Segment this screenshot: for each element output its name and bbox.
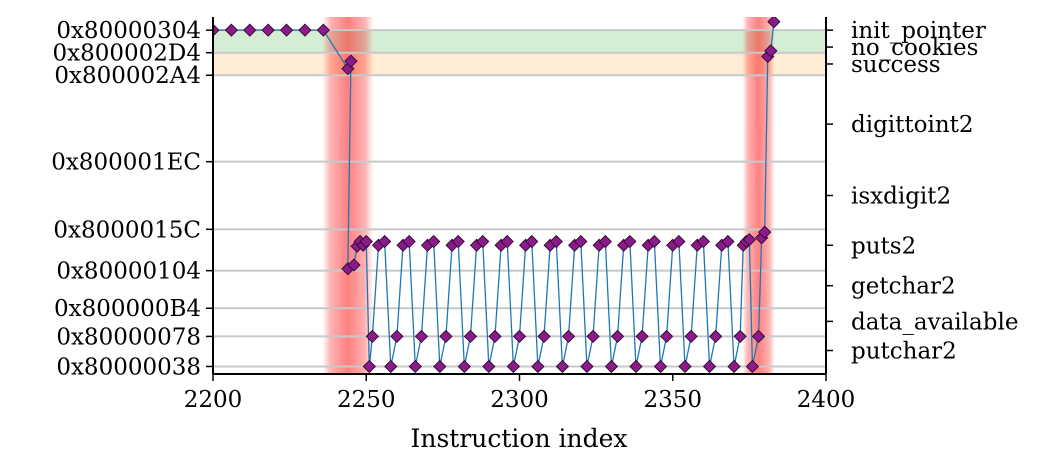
y-tick-label-left: 0x80000078 [56, 324, 201, 350]
data-point-47 [555, 359, 570, 374]
y-tick-label-right: success [851, 52, 941, 78]
data-point-40 [512, 329, 527, 344]
data-point-38 [500, 234, 514, 249]
data-point-28 [439, 329, 453, 344]
y-tick-label-left: 0x800002D4 [53, 41, 201, 67]
data-point-79 [742, 233, 757, 247]
x-tick-label: 2350 [643, 387, 702, 413]
data-point-24 [414, 329, 429, 344]
data-point-0 [213, 23, 220, 37]
y-tick-label-left: 0x80000304 [56, 18, 201, 44]
data-point-3 [261, 23, 275, 37]
data-point-86 [767, 17, 781, 29]
data-point-62 [647, 234, 661, 249]
data-point-42 [525, 234, 539, 249]
highlight-span-1 [743, 17, 774, 374]
data-point-23 [408, 359, 422, 374]
data-point-15 [362, 359, 376, 374]
data-point-4 [279, 23, 294, 37]
data-point-43 [531, 359, 545, 374]
x-tick-label: 2200 [184, 387, 243, 413]
y-tick-label-right: digittoint2 [851, 112, 974, 138]
data-point-56 [610, 329, 625, 344]
data-point-35 [482, 359, 496, 374]
y-tick-label-right: no_cookies [851, 35, 978, 61]
data-point-58 [623, 234, 637, 249]
y-tick-label-right: isxdigit2 [851, 184, 951, 210]
data-point-18 [378, 234, 392, 249]
y-tick-label-right: getchar2 [851, 274, 956, 300]
data-point-2 [243, 23, 257, 37]
data-point-30 [451, 234, 465, 249]
y-tick-label-right: data_available [851, 309, 1018, 335]
y-tick-label-left: 0x800002A4 [54, 63, 201, 89]
data-point-71 [702, 359, 717, 374]
data-point-20 [390, 329, 404, 344]
data-point-72 [709, 329, 723, 344]
data-point-70 [696, 234, 711, 249]
data-point-36 [488, 329, 502, 344]
y-tick-label-left: 0x800000B4 [54, 296, 201, 322]
data-point-80 [745, 359, 760, 374]
data-point-6 [316, 23, 330, 37]
data-point-74 [721, 234, 735, 249]
data-point-16 [365, 329, 380, 344]
data-point-76 [733, 329, 747, 344]
data-point-63 [653, 359, 668, 374]
data-point-8 [344, 54, 358, 68]
data-point-59 [629, 359, 643, 374]
data-point-10 [347, 258, 361, 272]
data-point-39 [506, 359, 521, 374]
data-point-55 [604, 359, 619, 374]
data-point-46 [549, 234, 563, 249]
band-1 [213, 52, 826, 76]
data-point-64 [659, 329, 674, 344]
data-point-85 [764, 44, 778, 58]
data-point-14 [359, 234, 373, 249]
y-tick-label-right: putchar2 [851, 339, 957, 365]
x-axis-title: Instruction index [410, 424, 627, 453]
y-tick-label-left: 0x8000015C [53, 217, 201, 243]
data-point-48 [561, 329, 576, 344]
data-point-54 [598, 234, 612, 249]
data-point-68 [684, 329, 698, 344]
data-point-27 [433, 359, 447, 374]
data-point-32 [463, 329, 478, 344]
y-tick-label-left: 0x800001EC [51, 150, 201, 176]
data-point-75 [727, 359, 741, 374]
data-point-51 [580, 359, 594, 374]
y-tick-label-left: 0x80000104 [56, 259, 201, 285]
highlight-span-0 [323, 17, 373, 374]
series-layer [213, 17, 781, 374]
data-point-60 [635, 329, 649, 344]
data-point-31 [457, 359, 471, 374]
data-point-26 [427, 234, 441, 249]
data-point-83 [758, 225, 772, 239]
x-tick-label: 2250 [337, 387, 396, 413]
data-point-5 [298, 23, 312, 37]
data-point-66 [672, 234, 686, 249]
data-point-34 [476, 234, 490, 249]
y-tick-label-right: puts2 [851, 233, 916, 259]
data-point-50 [574, 234, 588, 249]
data-point-67 [678, 359, 692, 374]
grid-layer [213, 29, 826, 368]
data-point-1 [224, 23, 239, 37]
data-point-52 [586, 329, 600, 344]
data-point-19 [384, 359, 398, 374]
x-tick-label: 2400 [797, 387, 856, 413]
y-tick-label-left: 0x80000038 [56, 354, 201, 380]
data-point-22 [402, 234, 416, 249]
y-tick-label-right: init_pointer [851, 18, 986, 44]
data-point-81 [751, 329, 766, 344]
highlight-layer [323, 17, 774, 374]
x-tick-label: 2300 [490, 387, 549, 413]
data-point-44 [537, 329, 551, 344]
